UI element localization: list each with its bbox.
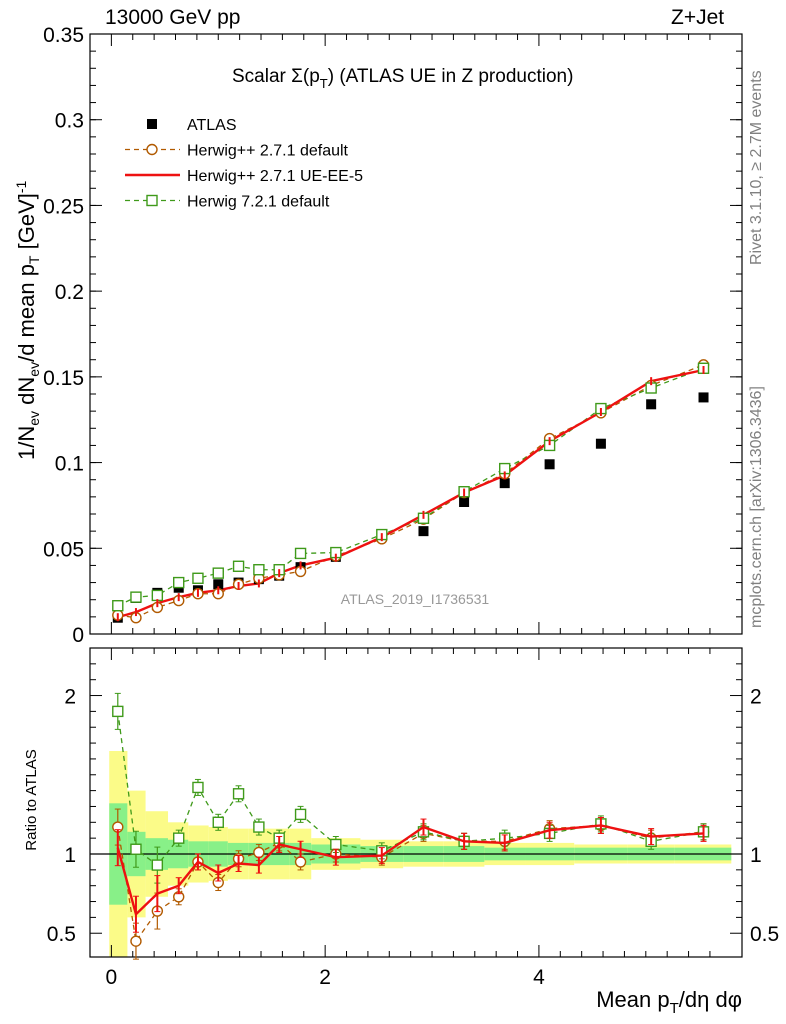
header-channel: Z+Jet	[671, 6, 725, 29]
legend-label: Herwig++ 2.7.1 default	[187, 143, 349, 160]
atlas-data-point	[646, 399, 657, 410]
main-ytick-label: 0.25	[43, 195, 84, 218]
ratio-point	[294, 856, 307, 868]
atlas-data-point	[595, 438, 606, 449]
analysis-watermark: ATLAS_2019_I1736531	[341, 591, 490, 607]
mc-point	[112, 600, 124, 612]
main-frame	[89, 33, 743, 635]
main-ytick-label: 0.15	[43, 367, 84, 390]
atlas-data-point	[698, 392, 709, 403]
legend-marker	[146, 194, 158, 207]
ratio-point	[253, 821, 265, 833]
ratio-point	[330, 838, 342, 851]
mc-point	[212, 567, 224, 579]
ratio-xtick-label: 4	[533, 966, 545, 989]
ratio-ylabel: Ratio to ATLAS	[23, 749, 40, 850]
ratio-panel: 0.5 0.5 1 1 2 2 0 2 4 Ratio to ATLAS Mean pT/dη dφ	[23, 647, 779, 1017]
legend-label: Herwig++ 2.7.1 UE-EE-5	[187, 168, 363, 185]
ratio-point	[173, 832, 185, 844]
ratio-point	[112, 705, 124, 718]
ratio-ytick-label-right: 1	[750, 844, 762, 867]
mc-point	[294, 547, 307, 560]
legend: ATLAS Herwig++ 2.7.1 default Herwig++ 2.7.…	[125, 117, 363, 211]
ratio-point	[151, 859, 164, 871]
ratio-ytick-label: 2	[64, 686, 76, 709]
main-ytick-label: 0.05	[43, 538, 84, 561]
legend-marker	[147, 119, 157, 129]
ratio-ytick-label-right: 2	[750, 686, 762, 709]
ratio-xtick-label: 2	[319, 966, 331, 989]
chart-title: Scalar Σ(pT) (ATLAS UE in Z production)	[232, 66, 573, 91]
legend-label: Herwig 7.2.1 default	[187, 194, 330, 211]
main-ytick-label: 0	[72, 624, 84, 647]
main-ytick-label: 0.35	[43, 24, 84, 47]
ratio-point	[130, 935, 142, 947]
ratio-point	[253, 846, 265, 859]
main-ytick-label: 0.2	[55, 281, 84, 304]
atlas-data-point	[418, 526, 429, 537]
main-ytick-label: 0.1	[55, 453, 84, 476]
header-process: 13000 GeV pp	[105, 6, 241, 29]
legend-label: ATLAS	[187, 117, 237, 134]
ratio-point	[192, 781, 204, 794]
main-ytick-label: 0.3	[55, 110, 84, 133]
mc-point	[130, 591, 142, 603]
ratio-xtick-label: 0	[106, 966, 118, 989]
legend-marker	[146, 143, 158, 156]
atlas-data-point	[544, 459, 555, 470]
main-panel: 0 0.05 0.1 0.15 0.2 0.25 0.3 0.35 Scalar Σ(pT) (…	[13, 24, 743, 647]
x-axis-label: Mean pT/dη dφ	[596, 987, 742, 1017]
main-series-line	[117, 368, 704, 619]
ratio-point	[232, 788, 245, 800]
mc-point	[151, 589, 164, 602]
mc-point	[253, 564, 265, 576]
ratio-frame	[89, 647, 743, 958]
main-ylabel: 1/Nev dNev/d mean pT [GeV]-1	[13, 180, 42, 460]
ratio-ytick-label: 1	[64, 844, 76, 867]
ratio-point	[130, 843, 142, 855]
atlas-data-point	[213, 579, 224, 590]
mc-point	[232, 560, 245, 572]
ratio-ytick-label-right: 0.5	[750, 923, 779, 946]
atlas-data-point	[459, 497, 470, 507]
mc-point	[192, 572, 204, 584]
atlas-data-point	[499, 478, 510, 489]
mc-point	[173, 576, 185, 589]
ratio-ytick-label: 0.5	[47, 923, 76, 946]
ratio-point	[294, 808, 307, 821]
ratio-point	[212, 816, 224, 829]
